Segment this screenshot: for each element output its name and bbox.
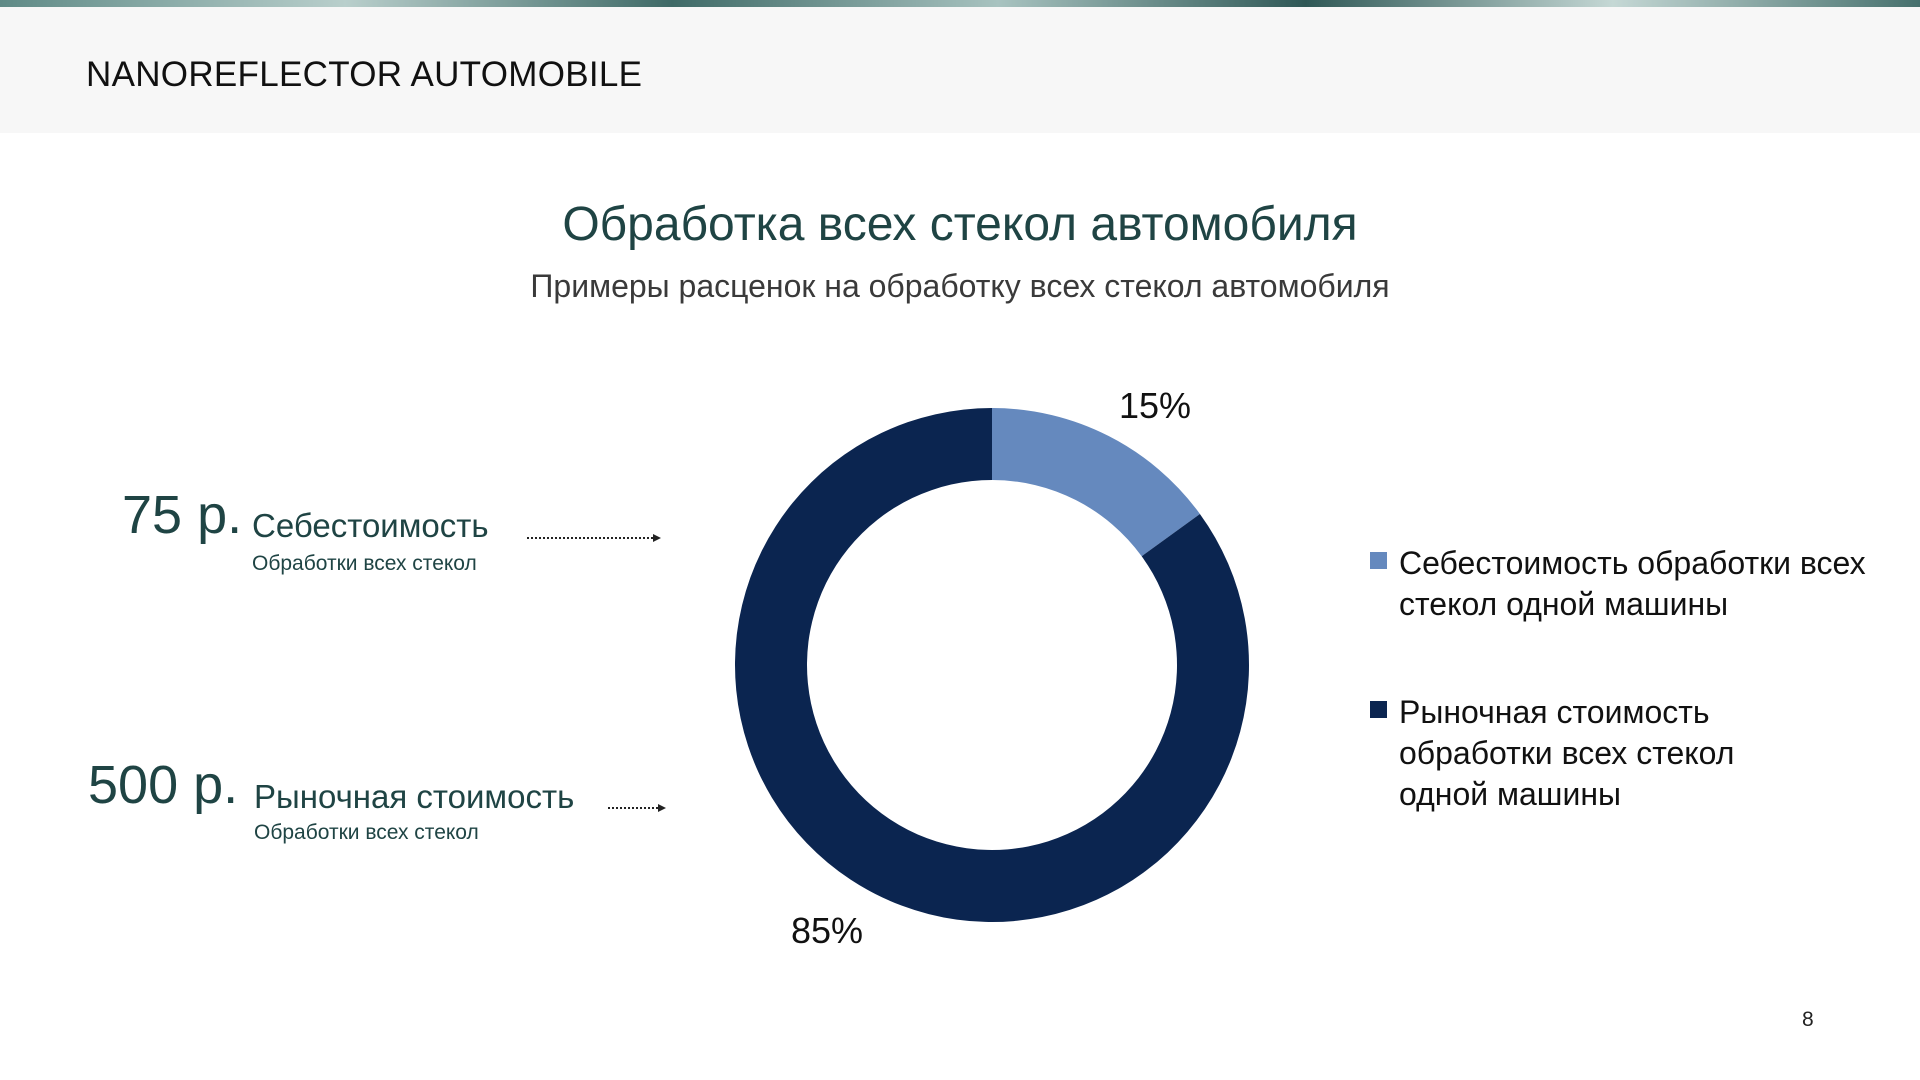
cost-label: Себестоимость — [252, 507, 489, 544]
slide-title: Обработка всех стекол автомобиля — [562, 198, 1358, 251]
legend-label-cost: Себестоимость обработки всех стекол одно… — [1399, 545, 1866, 622]
slice-cost — [992, 408, 1200, 557]
legend-label-market: Рыночная стоимость обработки всех стекол… — [1399, 694, 1735, 812]
market-sublabel: Обработки всех стекол — [254, 821, 479, 844]
brand-title: NANOREFLECTOR AUTOMOBILE — [86, 55, 643, 94]
cost-leader-arrow — [527, 534, 661, 542]
data-label-cost: 15% — [1119, 385, 1191, 426]
cost-amount: 75 р. — [122, 485, 243, 545]
top-decorative-band — [0, 0, 1920, 7]
cost-sublabel: Обработки всех стекол — [252, 552, 477, 575]
data-label-market: 85% — [791, 910, 863, 951]
legend-swatch-market — [1370, 701, 1387, 718]
slide-subtitle: Примеры расценок на обработку всех стеко… — [530, 268, 1390, 304]
market-label: Рыночная стоимость — [254, 778, 575, 815]
market-leader-arrow — [608, 804, 666, 812]
slide-header: NANOREFLECTOR AUTOMOBILE — [0, 7, 1920, 133]
market-amount: 500 р. — [88, 755, 239, 815]
page-number: 8 — [1802, 1008, 1814, 1031]
legend-swatch-cost — [1370, 552, 1387, 569]
